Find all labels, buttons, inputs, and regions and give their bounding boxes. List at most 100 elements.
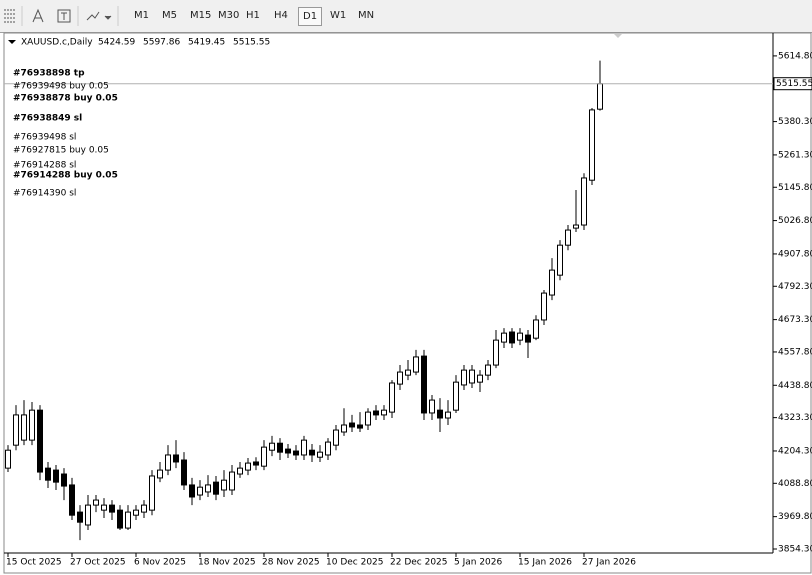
y-tick-label: 3969.80 [778,512,812,522]
timeframe-button[interactable]: H1 [246,10,260,21]
y-tick-label: 4088.80 [778,479,812,489]
timeframe-button[interactable]: M30 [218,10,240,21]
candle-body [565,229,571,246]
candle-body [133,509,139,516]
candle-body [373,410,379,416]
candle-body [533,319,539,339]
y-tick-label: 4204.30 [778,446,812,456]
candle-body [13,414,19,446]
candle-body [53,469,59,483]
candle-body [525,334,531,343]
candle-body [493,339,499,366]
candle-body [405,369,411,376]
candle-body [341,424,347,433]
candle-body [85,504,91,526]
candle-body [93,499,99,506]
candle-body [429,399,435,414]
menu-arrow [8,40,16,44]
candle-body [277,442,283,453]
candle-body [37,409,43,473]
trade-annotation: #76914288 sl [13,161,76,171]
y-tick-label: 5145.80 [778,183,812,193]
y-tick-label: 4438.80 [778,381,812,391]
trade-annotation: #76939498 sl [13,133,76,143]
candle-body [365,411,371,426]
chart-frame [3,32,812,574]
candle-body [253,461,259,466]
x-tick-label: 27 Oct 2025 [70,558,126,568]
y-tick-label: 4907.80 [778,249,812,259]
x-tick-label: 28 Nov 2025 [262,558,320,568]
candle-body [165,454,171,471]
toolbar: M1 M5 M15 M30 H1 H4 D1 W1 MN [0,0,812,33]
candle-body [237,467,243,475]
candle-body [29,409,35,441]
timeframe-button[interactable]: MN [358,10,375,21]
timeframe-button[interactable]: M15 [190,10,212,21]
candle-body [269,442,275,451]
candle-body [477,374,483,383]
y-tick-label: 5614.80 [778,51,812,61]
candle-body [221,479,227,491]
y-tick-label: 4792.30 [778,282,812,292]
candle-body [5,449,11,469]
candle-body [229,471,235,491]
x-tick-label: 22 Dec 2025 [390,558,448,568]
candle-body [157,469,163,479]
timeframe-button[interactable]: M5 [162,10,177,21]
candle-body [189,484,195,498]
candle-body [21,414,27,441]
y-tick-label: 4557.80 [778,347,812,357]
candle-body [389,382,395,413]
header-close: 5515.55 [233,38,270,48]
candle-body [573,224,579,229]
candle-body [213,481,219,495]
candle-body [125,511,131,529]
candle-body [149,475,155,511]
timeframe-button[interactable]: W1 [330,10,347,21]
x-tick-label: 5 Jan 2026 [454,558,502,568]
candle-body [469,369,475,384]
candle-body [549,269,555,296]
candle-body [357,424,363,429]
x-tick-label: 6 Nov 2025 [134,558,186,568]
trade-annotation: #76938898 tp [13,69,85,79]
candle-body [509,331,515,344]
header-low: 5419.45 [188,38,225,48]
timeframe-button[interactable]: H4 [274,10,288,21]
candle-body [413,356,419,373]
shift-marker [614,34,622,38]
trade-annotation: #76914288 buy 0.05 [13,171,118,181]
symbol: XAUUSD.c,Daily [21,38,93,48]
candle-body [517,332,523,341]
y-tick-label: 4323.30 [778,413,812,423]
candle-body [109,504,115,513]
candle-body [461,369,467,386]
candle-body [261,446,267,467]
x-tick-label: 15 Jan 2026 [518,558,572,568]
candle-body [453,381,459,411]
candle-body [597,83,603,110]
candle-body [293,450,299,456]
y-tick-label: 3854.30 [778,544,812,554]
candle-body [245,462,251,471]
candle-body [77,511,83,523]
header-open: 5424.59 [98,38,135,48]
candle-body [61,473,67,487]
y-tick-label: 5026.80 [778,216,812,226]
candle-body [501,332,507,343]
candle-body [421,355,427,414]
trade-annotation: #76927815 buy 0.05 [13,146,109,156]
toolbar-icons [4,6,119,26]
header-high: 5597.86 [143,38,180,48]
candle-body [101,504,107,511]
candle-body [541,292,547,321]
candle-body [45,467,51,481]
timeframe-button[interactable]: M1 [134,10,149,21]
timeframe-button[interactable]: D1 [298,7,323,26]
x-tick-label: 27 Jan 2026 [582,558,636,568]
x-tick-label: 18 Nov 2025 [198,558,256,568]
candle-body [117,509,123,529]
trade-annotation: #76939498 buy 0.05 [13,82,109,92]
